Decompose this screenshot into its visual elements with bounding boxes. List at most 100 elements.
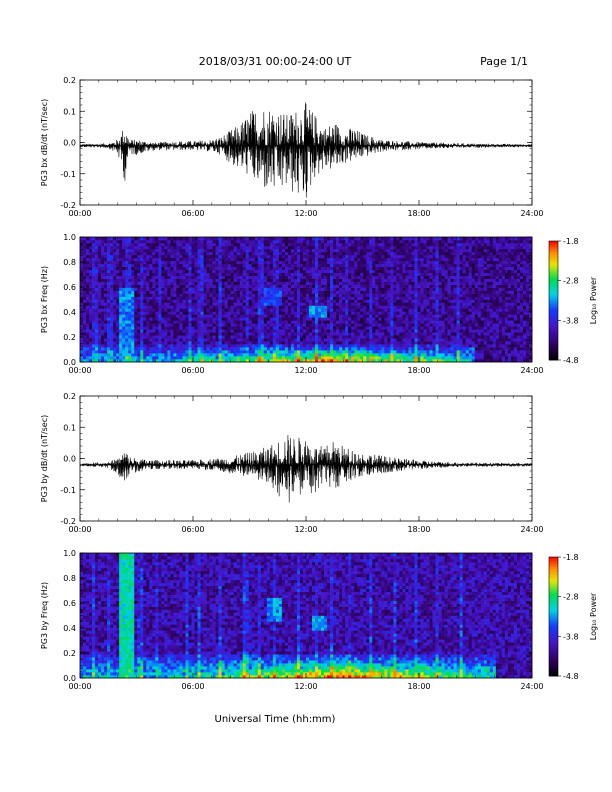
spectrogram-cell <box>408 290 412 294</box>
spectrogram-cell <box>152 257 156 262</box>
spectrogram-cell <box>378 248 382 253</box>
spectrogram-cell <box>363 251 367 256</box>
spectrogram-cell <box>336 356 340 360</box>
spectrogram-cell <box>236 320 240 324</box>
spectrogram-cell <box>167 341 171 345</box>
spectrogram-cell <box>125 299 129 303</box>
spectrogram-cell <box>360 314 364 318</box>
spectrogram-cell <box>209 320 213 324</box>
spectrogram-cell <box>227 311 231 315</box>
spectrogram-cell <box>251 299 256 303</box>
spectrogram-cell <box>381 359 385 363</box>
spectrogram-cell <box>80 293 84 297</box>
spectrogram-cell <box>408 308 412 312</box>
spectrogram-cell <box>140 287 144 291</box>
spectrogram-cell <box>203 305 207 309</box>
spectrogram-cell <box>215 287 219 291</box>
spectrogram-cell <box>399 311 403 315</box>
spectrogram-cell <box>272 353 277 357</box>
spectrogram-cell <box>248 266 253 271</box>
spectrogram-cell <box>137 302 141 306</box>
spectrogram-cell <box>176 248 180 253</box>
spectrogram-cell <box>384 323 388 327</box>
spectrogram-cell <box>396 344 400 348</box>
spectrogram-cell <box>309 245 313 250</box>
spectrogram-cell <box>200 302 204 306</box>
spectrogram-cell <box>110 326 114 330</box>
spectrogram-cell <box>290 329 295 333</box>
spectrogram-cell <box>336 332 340 336</box>
spectrogram-cell <box>366 281 370 285</box>
spectrogram-cell <box>143 269 147 274</box>
spectrogram-cell <box>281 284 286 288</box>
spectrogram-cell <box>239 245 244 250</box>
spectrogram-cell <box>272 350 277 354</box>
spectrogram-cell <box>167 254 171 259</box>
spectrogram-cell <box>101 242 105 247</box>
spectrogram-cell <box>420 293 424 297</box>
spectrogram-cell <box>125 281 129 285</box>
spectrogram-cell <box>218 341 222 345</box>
spectrogram-cell <box>281 320 286 324</box>
spectrogram-cell <box>188 344 192 348</box>
spectrogram-cell <box>170 245 174 250</box>
spectrogram-cell <box>327 305 331 309</box>
spectrogram-cell <box>95 254 99 259</box>
spectrogram-cell <box>203 266 207 271</box>
spectrogram-cell <box>248 293 253 297</box>
spectrogram-cell <box>239 320 244 324</box>
spectrogram-cell <box>215 320 219 324</box>
spectrogram-cell <box>396 323 400 327</box>
spectrogram-cell <box>242 299 247 303</box>
spectrogram-cell <box>251 254 256 259</box>
spectrogram-cell <box>176 353 180 357</box>
spectrogram-cell <box>128 335 132 339</box>
spectrogram-cell <box>227 237 231 241</box>
spectrogram-cell <box>429 359 433 363</box>
spectrogram-cell <box>348 341 352 345</box>
spectrogram-cell <box>227 335 231 339</box>
spectrogram-cell <box>405 329 409 333</box>
spectrogram-cell <box>128 305 132 309</box>
spectrogram-cell <box>206 308 210 312</box>
spectrogram-cell <box>260 284 265 288</box>
spectrogram-cell <box>167 344 171 348</box>
spectrogram-cell <box>110 344 114 348</box>
spectrogram-cell <box>176 266 180 271</box>
spectrogram-cell <box>125 335 129 339</box>
spectrogram-cell <box>266 254 271 259</box>
spectrogram-cell <box>375 239 379 244</box>
spectrogram-cell <box>339 263 343 268</box>
spectrogram-cell <box>420 350 424 354</box>
spectrogram-cell <box>290 341 295 345</box>
spectrogram-cell <box>215 266 219 271</box>
spectrogram-cell <box>384 311 388 315</box>
spectrogram-cell <box>387 338 391 342</box>
spectrogram-cell <box>360 242 364 247</box>
spectrogram-cell <box>312 302 316 306</box>
spectrogram-cell <box>188 248 192 253</box>
spectrogram-cell <box>170 269 174 274</box>
spectrogram-cell <box>149 251 153 256</box>
spectrogram-cell <box>333 242 337 247</box>
spectrogram-cell <box>173 317 177 321</box>
spectrogram-cell <box>408 302 412 306</box>
spectrogram-cell <box>104 359 108 363</box>
spectrogram-cell <box>92 237 96 241</box>
spectrogram-cell <box>351 269 355 274</box>
spectrogram-cell <box>188 296 192 300</box>
spectrogram-cell <box>101 251 105 256</box>
spectrogram-cell <box>315 359 319 363</box>
spectrogram-cell <box>363 281 367 285</box>
spectrogram-cell <box>384 237 388 241</box>
spectrogram-cell <box>309 272 313 276</box>
spectrogram-cell <box>170 317 174 321</box>
spectrogram-cell <box>155 302 159 306</box>
spectrogram-cell <box>251 257 256 262</box>
spectrogram-cell <box>92 350 96 354</box>
spectrogram-cell <box>290 248 295 253</box>
spectrogram-cell <box>342 344 346 348</box>
spectrogram-cell <box>411 242 415 247</box>
spectrogram-cell <box>321 347 325 351</box>
spectrogram-cell <box>287 347 292 351</box>
